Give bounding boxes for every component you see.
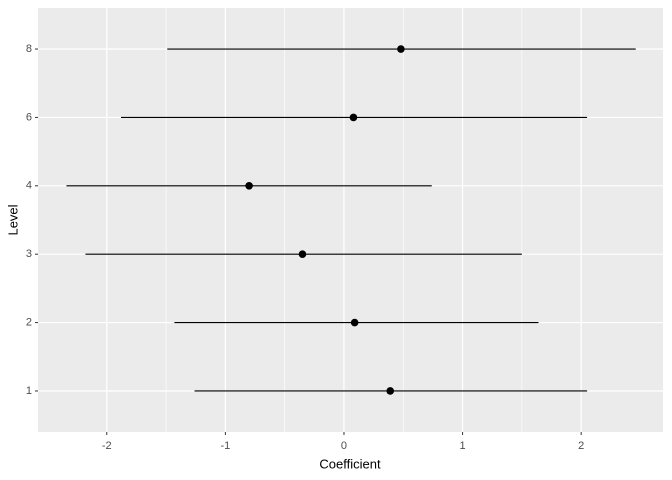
x-axis-title: Coefficient <box>319 456 381 471</box>
y-tick-label: 4 <box>26 180 32 192</box>
y-tick-label: 2 <box>26 316 32 328</box>
y-tick-label: 3 <box>26 248 32 260</box>
point <box>349 113 358 122</box>
point <box>298 250 307 258</box>
point <box>386 387 395 395</box>
point <box>245 182 253 190</box>
x-tick-label: 0 <box>341 440 347 452</box>
x-tick-label: 1 <box>460 440 466 452</box>
x-tick-label: -1 <box>220 440 230 452</box>
panel <box>38 8 663 432</box>
x-tick-label: 2 <box>578 440 584 452</box>
x-tick-label: -2 <box>102 440 112 452</box>
y-tick-label: 8 <box>26 43 32 55</box>
y-axis-title: Level <box>5 204 20 235</box>
y-tick-label: 6 <box>26 111 32 123</box>
point <box>350 318 359 327</box>
y-tick-label: 1 <box>26 385 32 397</box>
point <box>397 45 405 53</box>
